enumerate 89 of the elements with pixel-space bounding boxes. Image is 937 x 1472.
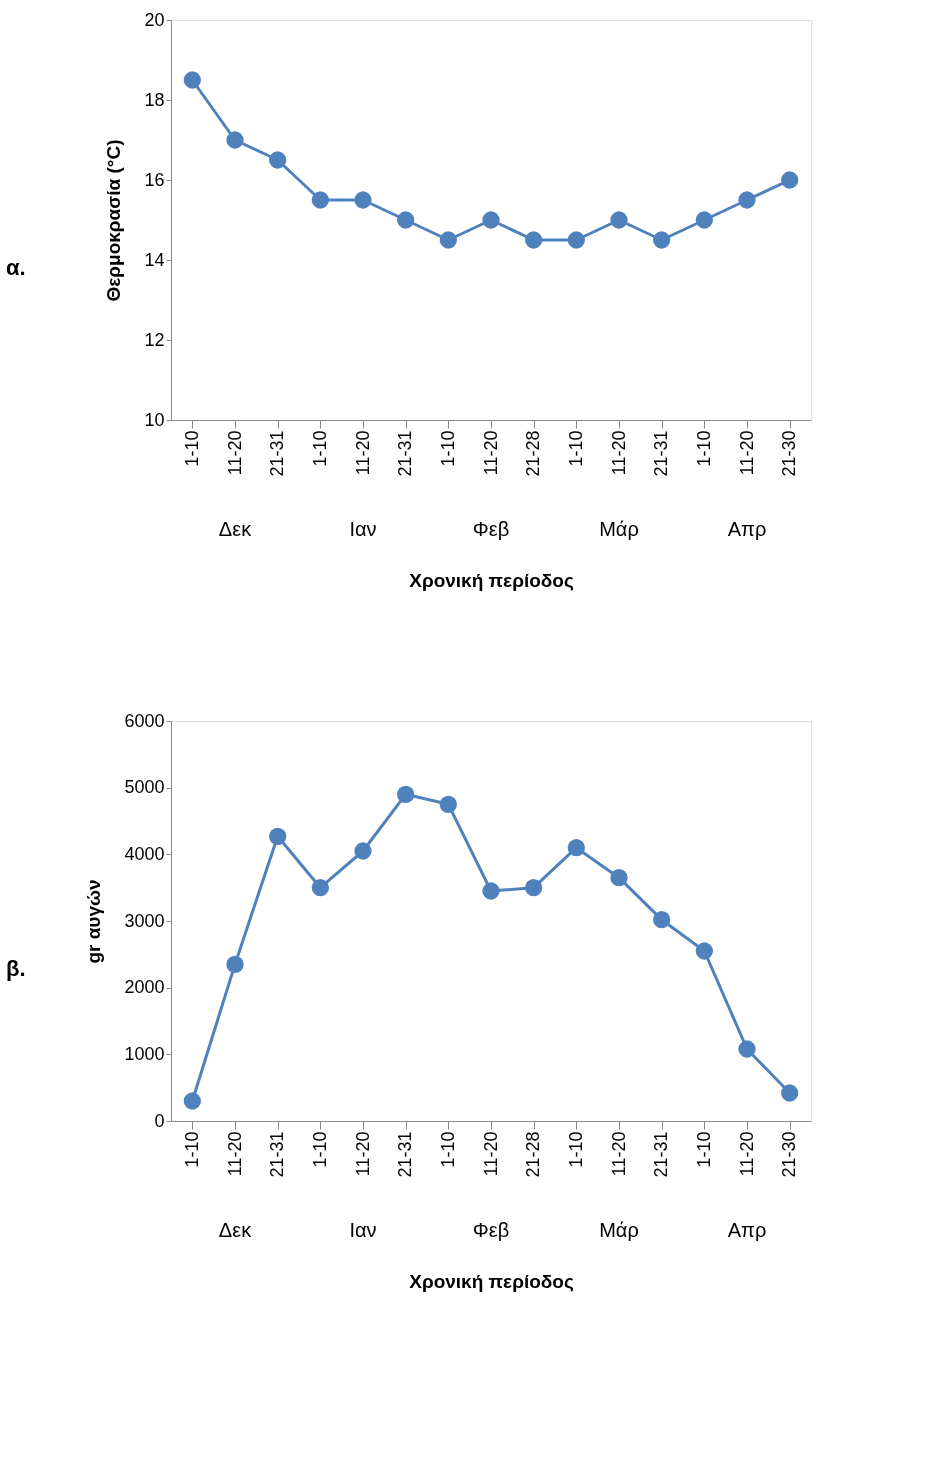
- text: Δεκ: [218, 518, 253, 540]
- point: [567, 839, 585, 857]
- point: [311, 191, 329, 209]
- point: [183, 71, 201, 89]
- y-tick-label: 0: [154, 1110, 165, 1131]
- point: [738, 1040, 756, 1058]
- x-tick-label: 1-10: [309, 430, 330, 467]
- text: Μάρ: [599, 518, 639, 540]
- point: [397, 211, 415, 229]
- point: [354, 842, 372, 860]
- y-axis-title: Θερμοκρασία (°C): [103, 139, 125, 302]
- x-tick-label: 1-10: [181, 430, 202, 467]
- point: [354, 191, 372, 209]
- text: Ιαν: [349, 518, 377, 540]
- point: [781, 1084, 799, 1102]
- y-tick-label: 10: [144, 409, 165, 430]
- x-tick-label: 21-28: [523, 1131, 544, 1178]
- y-tick-label: 2000: [124, 977, 165, 998]
- point: [397, 785, 415, 803]
- x-tick-label: 1-10: [565, 1131, 586, 1168]
- point: [653, 231, 671, 249]
- x-tick-label: 11-20: [736, 430, 757, 476]
- x-tick-label: 11-20: [352, 430, 373, 476]
- x-axis-title: Χρονική περίοδος: [409, 569, 574, 591]
- x-tick-label: 11-20: [608, 1131, 629, 1177]
- x-tick-label: 21-28: [523, 430, 544, 477]
- text: β.: [6, 956, 26, 981]
- point: [482, 882, 500, 900]
- text: Μάρ: [599, 1219, 639, 1241]
- text: Απρ: [727, 518, 767, 540]
- x-axis-title: Χρονική περίοδος: [409, 1270, 574, 1292]
- point: [269, 827, 287, 845]
- y-tick-label: 16: [144, 169, 165, 190]
- x-tick-label: 11-20: [480, 1131, 501, 1177]
- y-tick-label: 3000: [124, 910, 165, 931]
- x-tick-label: 1-10: [309, 1131, 330, 1168]
- y-tick-label: 1000: [124, 1043, 165, 1064]
- point: [439, 795, 457, 813]
- point: [610, 211, 628, 229]
- point: [525, 879, 543, 897]
- point: [653, 911, 671, 929]
- x-tick-label: 21-31: [395, 1131, 416, 1178]
- point: [311, 879, 329, 897]
- point: [482, 211, 500, 229]
- text: Φεβ: [472, 1219, 510, 1241]
- point: [567, 231, 585, 249]
- x-tick-label: 1-10: [693, 430, 714, 467]
- point: [269, 151, 287, 169]
- text: α.: [6, 255, 26, 280]
- y-tick-label: 14: [144, 249, 165, 270]
- y-tick-label: 18: [144, 89, 165, 110]
- x-tick-label: 21-31: [651, 430, 672, 477]
- x-tick-label: 11-20: [480, 430, 501, 476]
- x-tick-label: 21-30: [779, 1131, 800, 1178]
- text: Ιαν: [349, 1219, 377, 1241]
- text: Δεκ: [218, 1219, 253, 1241]
- point: [525, 231, 543, 249]
- point: [226, 955, 244, 973]
- text: Φεβ: [472, 518, 510, 540]
- x-tick-label: 11-20: [352, 1131, 373, 1177]
- x-tick-label: 1-10: [437, 430, 458, 467]
- x-tick-label: 11-20: [224, 1131, 245, 1177]
- point: [226, 131, 244, 149]
- x-tick-label: 21-31: [267, 1131, 288, 1178]
- point: [738, 191, 756, 209]
- x-tick-label: 21-31: [651, 1131, 672, 1178]
- x-tick-label: 1-10: [565, 430, 586, 467]
- x-tick-label: 11-20: [608, 430, 629, 476]
- point: [695, 211, 713, 229]
- y-axis-title: gr αυγών: [83, 879, 105, 964]
- x-tick-label: 21-31: [267, 430, 288, 477]
- y-tick-label: 20: [144, 9, 165, 30]
- x-tick-label: 1-10: [181, 1131, 202, 1168]
- x-tick-label: 21-31: [395, 430, 416, 477]
- y-tick-label: 4000: [124, 843, 165, 864]
- y-tick-label: 12: [144, 329, 165, 350]
- point: [183, 1092, 201, 1110]
- x-tick-label: 11-20: [736, 1131, 757, 1177]
- x-tick-label: 1-10: [693, 1131, 714, 1168]
- point: [610, 869, 628, 887]
- point: [439, 231, 457, 249]
- y-tick-label: 6000: [124, 710, 165, 731]
- y-tick-label: 5000: [124, 777, 165, 798]
- text: Απρ: [727, 1219, 767, 1241]
- point: [695, 942, 713, 960]
- x-tick-label: 1-10: [437, 1131, 458, 1168]
- x-tick-label: 21-30: [779, 430, 800, 477]
- x-tick-label: 11-20: [224, 430, 245, 476]
- point: [781, 171, 799, 189]
